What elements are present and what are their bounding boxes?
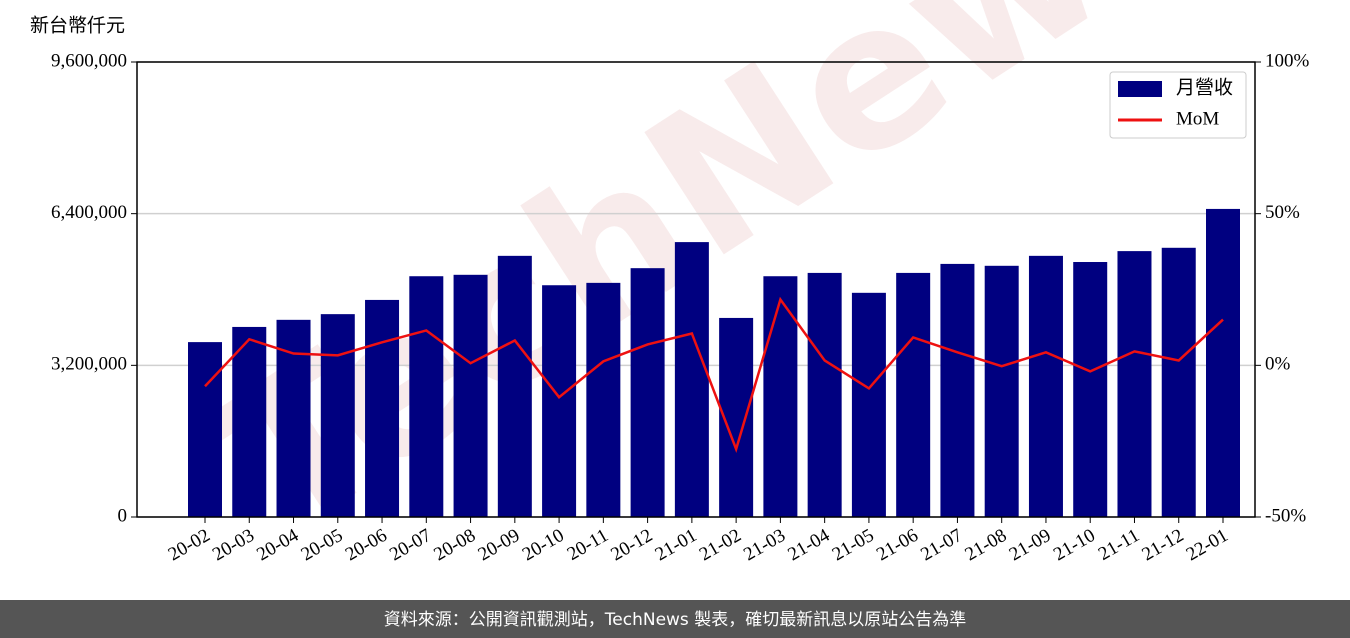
plot-frame xyxy=(136,61,1256,518)
x-tick-label: 20-12 xyxy=(607,525,656,565)
bar xyxy=(763,276,798,517)
y-tick-label: 9,600,000 xyxy=(51,50,127,71)
bar xyxy=(365,299,400,517)
y2-tick-label: -50% xyxy=(1265,505,1306,526)
bar xyxy=(896,272,931,517)
bar xyxy=(188,342,222,517)
x-tick-label: 20-02 xyxy=(165,525,214,565)
line xyxy=(204,296,1224,453)
bar xyxy=(320,314,355,517)
bar xyxy=(453,274,488,517)
y2-tick-label: 50% xyxy=(1265,202,1300,223)
x-tick-label: 21-08 xyxy=(961,525,1010,565)
y-axis-label: 新台幣仟元 xyxy=(30,14,125,36)
x-tick-label: 21-01 xyxy=(652,525,701,565)
bar xyxy=(586,282,621,517)
bar xyxy=(630,268,665,517)
bar xyxy=(851,292,886,517)
legend-label: 月營收 xyxy=(1176,76,1233,98)
bar xyxy=(409,276,444,517)
x-tick-label: 20-07 xyxy=(386,525,435,565)
legend-label: MoM xyxy=(1176,108,1219,129)
bar xyxy=(1117,251,1152,517)
x-tick-label: 21-06 xyxy=(873,525,922,565)
bar xyxy=(1028,255,1063,518)
bar xyxy=(984,265,1019,517)
x-tick-label: 21-02 xyxy=(696,525,745,565)
y2-tick-label: 100% xyxy=(1265,50,1310,71)
x-tick-label: 21-09 xyxy=(1006,525,1055,565)
bar xyxy=(940,263,975,517)
bar xyxy=(542,285,577,517)
x-tick-label: 21-12 xyxy=(1139,525,1188,565)
x-tick-label: 21-11 xyxy=(1095,525,1143,565)
x-tick-label: 20-11 xyxy=(564,525,612,565)
y-tick-label: 3,200,000 xyxy=(51,354,127,375)
x-tick-label: 20-09 xyxy=(475,525,524,565)
x-tick-label: 21-03 xyxy=(740,525,789,565)
x-tick-label: 20-10 xyxy=(519,525,568,565)
source-note: 資料來源：公開資訊觀測站，TechNews 製表，確切最新訊息以原站公告為準 xyxy=(384,610,966,630)
x-tick-label: 21-07 xyxy=(917,525,966,565)
x-tick-label: 21-10 xyxy=(1050,525,1099,565)
bar xyxy=(232,326,267,517)
x-tick-label: 21-04 xyxy=(784,525,833,566)
y2-tick-label: 0% xyxy=(1265,354,1291,375)
bar xyxy=(1206,208,1240,518)
bar xyxy=(1073,262,1108,517)
x-tick-label: 20-08 xyxy=(430,525,479,565)
x-tick-label: 21-05 xyxy=(829,525,878,565)
y-tick-label: 0 xyxy=(118,505,128,526)
x-tick-label: 20-03 xyxy=(209,525,258,565)
footer xyxy=(0,600,1350,638)
legend-swatch xyxy=(1118,81,1162,97)
bar xyxy=(497,255,532,518)
x-tick-label: 22-01 xyxy=(1183,525,1232,565)
bar xyxy=(1161,247,1196,517)
bar xyxy=(674,242,709,517)
bar xyxy=(807,272,842,517)
y-tick-label: 6,400,000 xyxy=(51,202,127,223)
